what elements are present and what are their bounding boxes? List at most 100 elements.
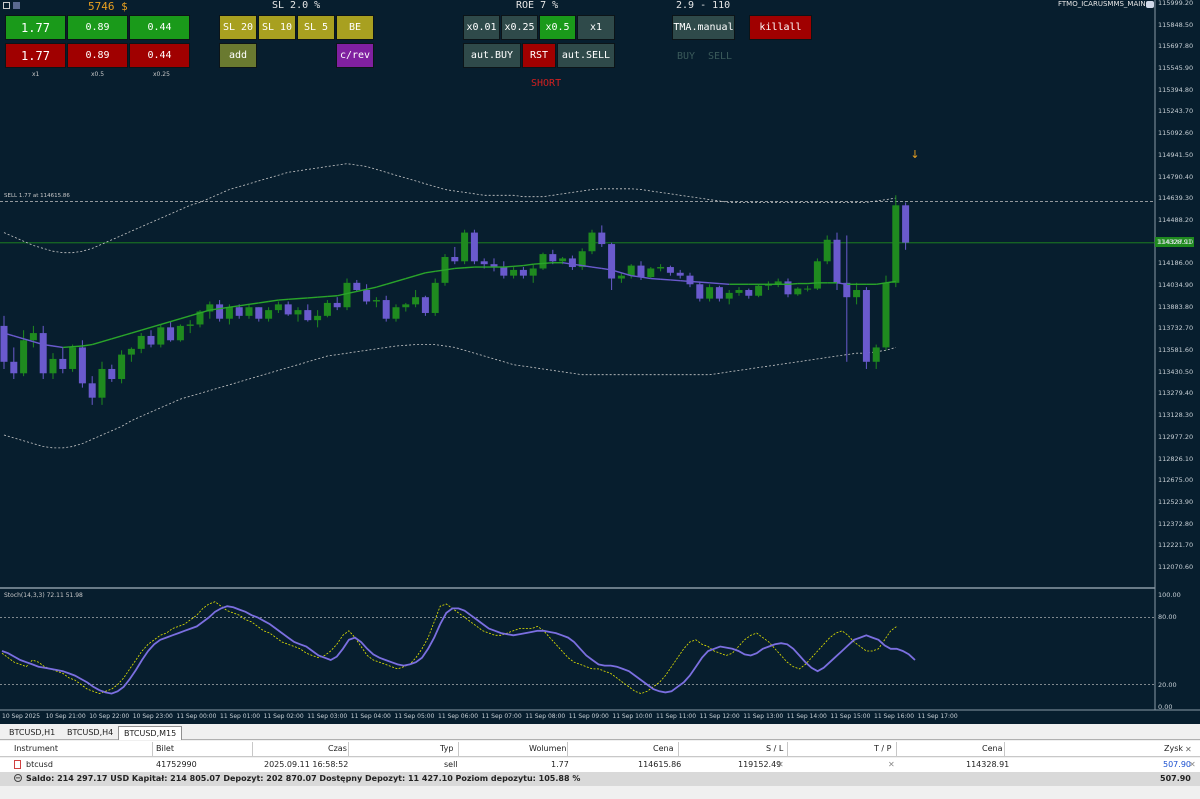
- col-volume[interactable]: Wolumen: [529, 744, 567, 753]
- moving-average-segment: [689, 280, 700, 283]
- stoch-tick-label: 20.00: [1158, 680, 1177, 689]
- candle-body: [20, 340, 28, 374]
- chart-icon[interactable]: [13, 2, 20, 9]
- col-price[interactable]: Cena: [653, 744, 674, 753]
- candle-body: [813, 261, 821, 289]
- col-instrument[interactable]: Instrument: [14, 744, 59, 753]
- roe-x001-button[interactable]: x0.01: [463, 15, 500, 40]
- candle-body: [588, 232, 596, 252]
- reset-button[interactable]: RST: [522, 43, 556, 68]
- sell-lot-x05-button[interactable]: 0.89: [67, 43, 128, 68]
- candle-body: [235, 307, 243, 316]
- time-tick-label: 11 Sep 02:00: [263, 713, 304, 720]
- auto-sell-button[interactable]: aut.SELL: [557, 43, 615, 68]
- tab-btcusd-m15[interactable]: BTCUSD,M15: [118, 726, 183, 740]
- sell-lot-x025-button[interactable]: 0.44: [129, 43, 190, 68]
- candle-body: [500, 267, 508, 276]
- sl-10-button[interactable]: SL 10: [258, 15, 296, 40]
- candle-body: [323, 302, 331, 316]
- moving-average-segment: [131, 329, 142, 334]
- remove-sl-icon[interactable]: ✕: [777, 760, 784, 769]
- sell-lot-x1-button[interactable]: 1.77: [5, 43, 66, 68]
- candle-body: [519, 269, 527, 276]
- col-profit[interactable]: Zysk: [1164, 744, 1184, 753]
- moving-average-segment: [199, 309, 210, 314]
- moving-average-segment: [640, 276, 651, 280]
- time-tick-label: 10 Sep 2025: [2, 713, 41, 720]
- sell-indicator: SELL: [708, 51, 733, 62]
- row-sl: 119152.49: [738, 760, 782, 769]
- balance-label: 5746 $: [88, 0, 128, 13]
- buy-lot-x025-button[interactable]: 0.44: [129, 15, 190, 40]
- moving-average-segment: [444, 267, 455, 271]
- price-tick-label: 112675.00: [1158, 476, 1194, 485]
- moving-average-segment: [258, 300, 269, 304]
- col-sl[interactable]: S / L: [766, 744, 784, 753]
- sell-order-line-label: SELL 1.77 at 114615.86: [4, 193, 70, 199]
- collapse-icon[interactable]: −: [14, 774, 22, 782]
- buy-lot-x1-button[interactable]: 1.77: [5, 15, 66, 40]
- price-tick-label: 114639.30: [1158, 194, 1194, 203]
- time-tick-label: 11 Sep 14:00: [786, 713, 827, 720]
- moving-average-segment: [660, 278, 671, 281]
- table-row[interactable]: [0, 758, 1200, 772]
- moving-average-segment: [366, 286, 377, 290]
- candle-body: [784, 281, 792, 295]
- sl-5-button[interactable]: SL 5: [297, 15, 335, 40]
- time-tick-label: 11 Sep 03:00: [307, 713, 348, 720]
- tma-manual-button[interactable]: TMA.manual: [672, 15, 735, 40]
- tab-btcusd-h4[interactable]: BTCUSD,H4: [67, 728, 114, 737]
- candle-body: [461, 232, 469, 262]
- close-position-icon[interactable]: ✕: [1189, 760, 1196, 769]
- candle-body: [657, 267, 665, 269]
- time-tick-label: 11 Sep 17:00: [917, 713, 958, 720]
- grid-icon[interactable]: [3, 2, 10, 9]
- candle-body: [853, 290, 861, 298]
- candle-body: [39, 333, 47, 374]
- account-summary: Saldo: 214 297.17 USD Kapitał: 214 805.0…: [26, 774, 581, 783]
- add-button[interactable]: add: [219, 43, 257, 68]
- breakeven-button[interactable]: BE: [336, 15, 374, 40]
- moving-average-segment: [43, 343, 54, 347]
- killall-button[interactable]: killall: [749, 15, 812, 40]
- row-profit: 507.90: [1163, 760, 1191, 769]
- moving-average-segment: [317, 295, 328, 298]
- price-tick-label: 114941.50: [1158, 150, 1194, 159]
- roe-x05-button[interactable]: x0.5: [539, 15, 576, 40]
- time-tick-label: 11 Sep 12:00: [699, 713, 740, 720]
- time-tick-label: 11 Sep 13:00: [743, 713, 784, 720]
- candle-body: [59, 358, 67, 369]
- candle-body: [382, 300, 390, 319]
- roe-x1-button[interactable]: x1: [577, 15, 615, 40]
- price-tick-label: 113279.40: [1158, 389, 1194, 398]
- roe-x025-button[interactable]: x0.25: [501, 15, 538, 40]
- moving-average-segment: [415, 272, 426, 277]
- remove-tp-icon[interactable]: ✕: [888, 760, 895, 769]
- close-panel-icon[interactable]: ✕: [1185, 745, 1192, 754]
- col-ticket[interactable]: Bilet: [156, 744, 174, 753]
- buy-lot-x05-button[interactable]: 0.89: [67, 15, 128, 40]
- candle-body: [706, 287, 714, 299]
- tab-btcusd-h1[interactable]: BTCUSD,H1: [9, 728, 56, 737]
- candle-body: [882, 282, 890, 348]
- sl-20-button[interactable]: SL 20: [219, 15, 257, 40]
- moving-average-segment: [307, 296, 318, 299]
- auto-buy-button[interactable]: aut.BUY: [463, 43, 521, 68]
- price-tick-label: 112523.90: [1158, 497, 1194, 506]
- row-current-price: 114328.91: [966, 760, 1010, 769]
- chart-area[interactable]: ↓ FTMO_ICARUSMMS_MAIN 5746 $ 1.77 0.89 0…: [0, 0, 1200, 724]
- col-type[interactable]: Typ: [440, 744, 454, 753]
- sl-title: SL 2.0 %: [272, 0, 321, 11]
- moving-average-segment: [680, 279, 691, 283]
- candle-body: [755, 285, 763, 296]
- price-chart-svg[interactable]: ↓: [0, 0, 1200, 724]
- close-reverse-button[interactable]: c/rev: [336, 43, 374, 68]
- col-current-price[interactable]: Cena: [982, 744, 1003, 753]
- moving-average-segment: [503, 265, 514, 268]
- col-time[interactable]: Czas: [328, 744, 347, 753]
- candle-body: [196, 311, 204, 325]
- moving-average-segment: [248, 302, 259, 306]
- stoch-signal-line: [1, 601, 897, 695]
- col-tp[interactable]: T / P: [874, 744, 892, 753]
- moving-average-segment: [621, 272, 632, 277]
